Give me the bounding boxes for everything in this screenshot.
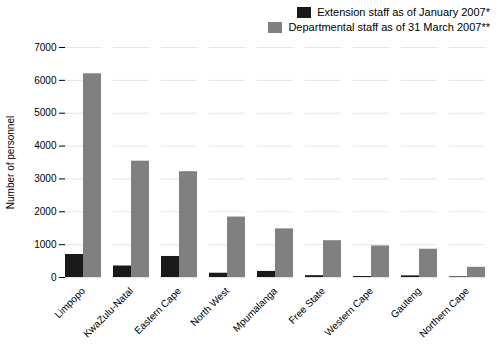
svg-text:0: 0 (51, 272, 57, 283)
svg-text:Gauteng: Gauteng (388, 285, 423, 320)
svg-text:North West: North West (188, 285, 231, 328)
svg-text:Number of personnel: Number of personnel (5, 116, 16, 209)
svg-text:Western Cape: Western Cape (322, 285, 375, 338)
svg-text:Limpopo: Limpopo (52, 285, 87, 320)
svg-text:7000: 7000 (34, 42, 57, 53)
svg-text:5000: 5000 (34, 107, 57, 118)
svg-text:3000: 3000 (34, 173, 57, 184)
svg-text:6000: 6000 (34, 75, 57, 86)
html-text:Extension staff as of January: Extension staff as of January 2007* (317, 6, 490, 18)
svg-text:Mpumalanga: Mpumalanga (231, 285, 280, 334)
svg-text:KwaZulu-Natal: KwaZulu-Natal (81, 285, 135, 339)
svg-text:1000: 1000 (34, 239, 57, 250)
svg-text:2000: 2000 (34, 206, 57, 217)
svg-text:Eastern Cape: Eastern Cape (132, 285, 183, 336)
svg-text:4000: 4000 (34, 140, 57, 151)
svg-text:Free State: Free State (286, 285, 327, 326)
html-text:Departmental staff as of 31 Ma: Departmental staff as of 31 March 2007** (288, 21, 490, 33)
svg-text:Northern Cape: Northern Cape (417, 285, 471, 339)
